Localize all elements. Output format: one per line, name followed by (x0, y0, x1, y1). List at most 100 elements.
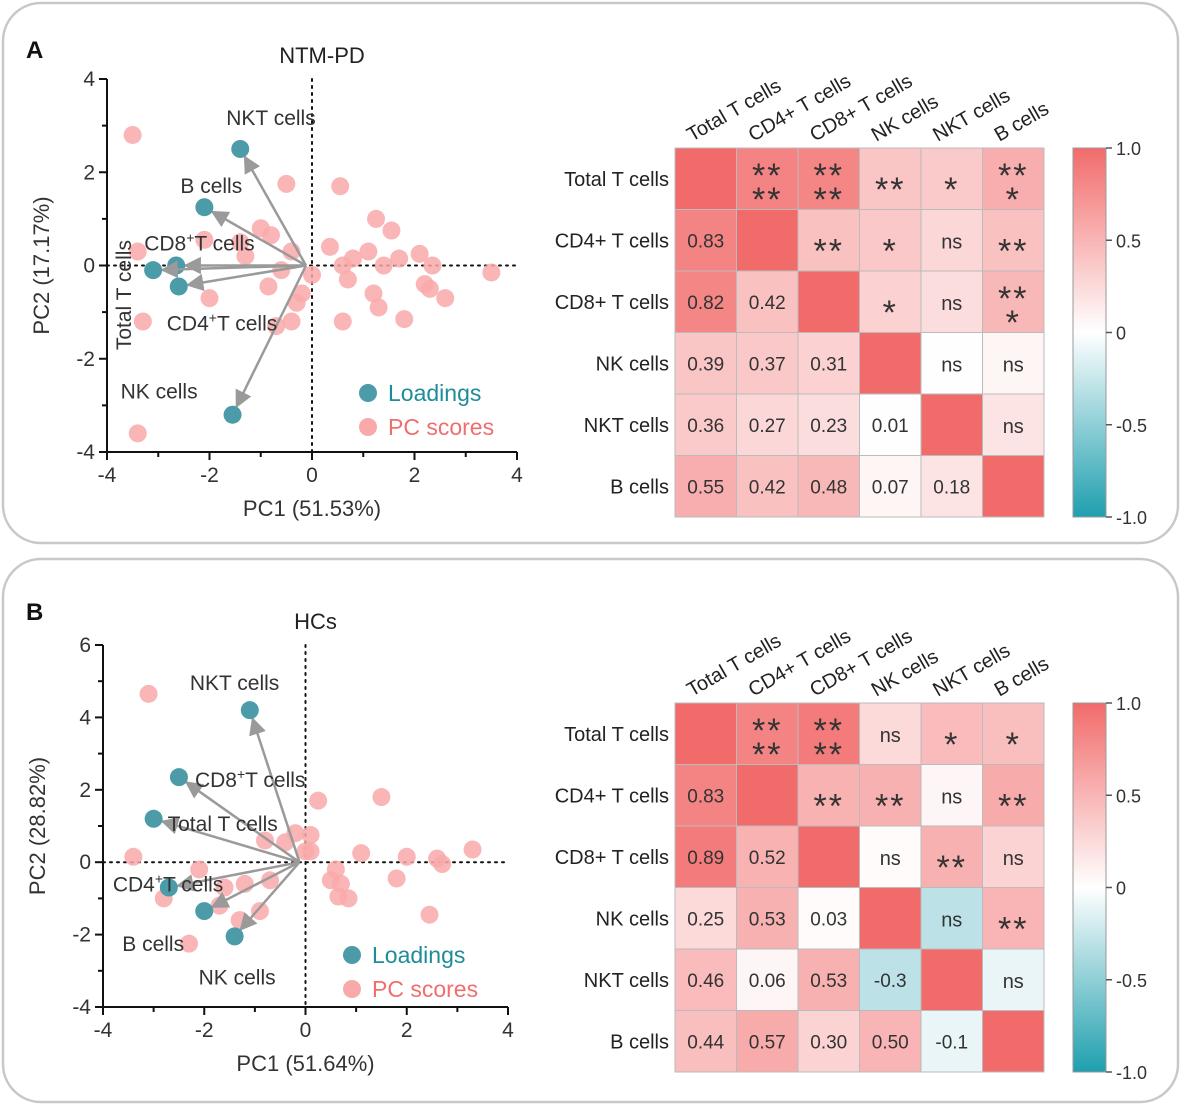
x-tick-label: 0 (300, 1019, 312, 1042)
heatmap-cell (859, 270, 922, 333)
score-point (397, 847, 416, 866)
loading-point (231, 139, 250, 158)
score-point (329, 887, 348, 906)
heatmap-cell (674, 702, 737, 765)
y-tick-label: 2 (83, 161, 95, 184)
score-point (420, 279, 439, 298)
colorbar-tick-label: -1.0 (1116, 1063, 1147, 1083)
legend-marker-loadings (359, 384, 377, 402)
loading-point (240, 701, 259, 720)
heatmap-cell (859, 455, 922, 518)
heatmap-cell (674, 393, 737, 456)
score-point (344, 249, 362, 268)
loading-label: NK cells (199, 966, 276, 989)
cell-value-label: 0.27 (749, 416, 786, 437)
legend-label-loadings: Loadings (372, 942, 465, 968)
x-tick-label: 2 (409, 464, 421, 487)
score-point (190, 860, 209, 879)
heatmap-cell (920, 702, 983, 765)
significance-label: * (944, 726, 959, 764)
colorbar-tick-label: 1.0 (1116, 694, 1141, 714)
significance-label: * (1006, 726, 1021, 764)
legend-label-scores: PC scores (388, 414, 494, 440)
loading-point (159, 878, 178, 897)
loading-label: CD8+T cells (195, 766, 306, 792)
cell-value-label: 0.53 (810, 971, 847, 992)
score-point (359, 242, 378, 261)
score-point (231, 233, 250, 252)
loading-label: Total T cells (113, 240, 136, 350)
y-tick-label: 4 (83, 68, 95, 91)
score-point (326, 860, 345, 879)
significance-label: ns (880, 725, 901, 747)
heatmap-cell (736, 455, 799, 518)
score-point (367, 209, 386, 228)
row-label: CD4+ T cells (555, 230, 669, 252)
significance-label: ns (1003, 971, 1024, 993)
score-point (303, 265, 321, 284)
heatmap-cell (859, 887, 922, 950)
row-label: NK cells (596, 353, 669, 375)
cell-value-label: 0.48 (810, 477, 847, 498)
heatmap-cell (982, 332, 1045, 395)
heatmap-cell (920, 332, 983, 395)
loading-label: Total T cells (168, 813, 278, 836)
colorbar-tick-label: 0.5 (1116, 786, 1141, 806)
loading-arrow (239, 861, 301, 931)
significance-label: ** (998, 157, 1028, 195)
row-label: NKT cells (584, 970, 669, 992)
y-tick-label: -2 (76, 348, 95, 371)
heatmap-cell (982, 948, 1045, 1011)
loading-arrow (249, 717, 301, 863)
loading-arrow (160, 817, 300, 864)
score-point (423, 256, 442, 275)
cell-value-label: 0.01 (872, 416, 909, 437)
heatmap-cell (797, 702, 860, 765)
y-tick-label: 0 (83, 255, 95, 278)
loading-arrow (243, 155, 308, 267)
significance-label: ns (941, 293, 962, 315)
significance-label: ** (998, 787, 1028, 825)
x-tick-label: 0 (306, 464, 318, 487)
loading-arrow (210, 861, 301, 909)
loading-arrow (175, 860, 300, 892)
loading-point (144, 261, 163, 280)
heatmap-cell (797, 332, 860, 395)
score-point (364, 284, 383, 303)
heatmap-cell (859, 147, 922, 210)
cell-value-label: 0.53 (749, 909, 786, 930)
heatmap-cell (674, 147, 737, 210)
row-label: NKT cells (584, 415, 669, 437)
panel-label-a: A (26, 37, 43, 64)
heatmap-cell (920, 209, 983, 272)
a-correlation-heatmap: ******** ** * ***0.83 ** * ns **0.82 0.42 * ns ***0… (555, 70, 1147, 528)
heatmap-cell (982, 270, 1045, 333)
cell-value-label: 0.83 (687, 786, 724, 807)
cell-value-label: 0.30 (810, 1032, 847, 1053)
colorbar-tick-label: 0 (1116, 879, 1126, 899)
loading-arrow (210, 210, 307, 267)
b-pca-plot: NKT cells CD8+T cells Total T cells CD4+T c… (25, 609, 514, 1076)
loading-point (144, 809, 163, 828)
score-point (338, 270, 357, 289)
score-point (390, 249, 409, 268)
score-point (374, 256, 393, 275)
significance-label: ns (880, 848, 901, 870)
heatmap-cell (736, 948, 799, 1011)
y-tick-label: 6 (79, 634, 91, 657)
loading-label: CD4+T cells (113, 871, 224, 897)
heatmap-cell (736, 332, 799, 395)
heatmap-cell (920, 825, 983, 888)
loading-label: NKT cells (190, 672, 279, 695)
colorbar-tick-label: -0.5 (1116, 971, 1147, 991)
score-point (133, 312, 152, 331)
heatmap-cell (797, 270, 860, 333)
loading-label: CD8+T cells (144, 230, 255, 256)
score-point (382, 221, 401, 240)
heatmap-cell (797, 764, 860, 827)
score-point (236, 247, 255, 266)
colorbar-tick-label: 1.0 (1116, 139, 1141, 159)
y-tick-label: 2 (79, 779, 91, 802)
loading-point (223, 405, 242, 424)
heatmap-cell (797, 455, 860, 518)
